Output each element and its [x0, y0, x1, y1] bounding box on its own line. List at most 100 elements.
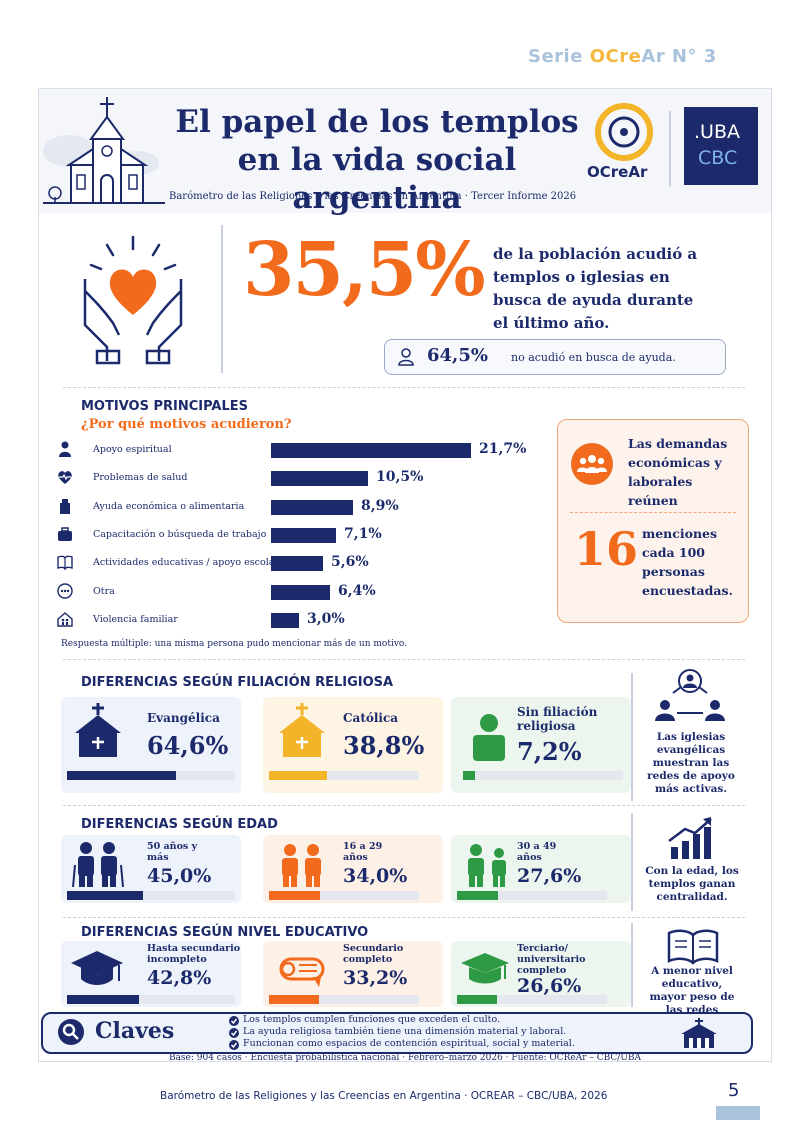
catolica-card: Católica 38,8% [263, 697, 443, 793]
series-rest: Ar N° 3 [641, 46, 717, 67]
edad-50-bar [67, 891, 143, 900]
edu-hasta-label: Hasta secundario incompleto [147, 943, 241, 965]
motivo-bar [271, 612, 299, 628]
edad-30-bar [457, 891, 499, 900]
person-icon [398, 348, 414, 366]
evangelica-label: Evangélica [147, 711, 220, 725]
motivo-bar [271, 527, 336, 543]
page-subtitle: Barómetro de las Religiones y las Creenc… [169, 191, 577, 202]
ocrear-logo-icon [595, 103, 653, 161]
motivo-bar [271, 471, 368, 487]
edad-16-bar [269, 891, 320, 900]
edu-terciario-card: Terciario/ universitario completo 26,6% [451, 941, 631, 1007]
book-icon [57, 555, 73, 571]
edad-16-value: 34,0% [343, 865, 408, 887]
logo-divider [669, 111, 671, 187]
edad-note: Con la edad, los templos ganan centralid… [645, 865, 739, 903]
edad-30-value: 27,6% [517, 865, 582, 887]
page-number-bar [716, 1106, 760, 1120]
edad-50-card: 50 años y más 45,0% [61, 835, 241, 903]
menciones-text: menciones cada 100 personas encuestadas. [642, 526, 733, 598]
catolica-label: Católica [343, 711, 399, 725]
edad-16-label: 16 a 29 años [343, 841, 383, 863]
young-people-icon [282, 844, 321, 887]
check-icon [229, 1028, 239, 1038]
edu-hasta-track [67, 995, 235, 1004]
adults-icon [468, 844, 506, 887]
motivo-bar [271, 556, 323, 572]
edu-secundario-bar [269, 995, 319, 1004]
base-note: Base: 904 casos · Encuesta probabilístic… [168, 1053, 642, 1063]
uba-logo-top: .UBA [694, 121, 740, 143]
clave-item-1: Los templos cumplen funciones que excede… [243, 1014, 501, 1025]
edu-hasta-bar [67, 995, 139, 1004]
graduation-cap-green-icon [461, 953, 509, 984]
headline-divider [221, 225, 223, 373]
edu-secundario-card: Secundario completo 33,2% [263, 941, 443, 1007]
motivos-footnote: Respuesta múltiple: una misma persona pu… [61, 639, 408, 649]
graduation-cap-icon [71, 951, 123, 985]
edu-terciario-bar [457, 995, 497, 1004]
motivo-bar [271, 443, 471, 458]
sin-filiacion-track [463, 771, 623, 780]
growth-chart-icon [668, 817, 712, 859]
motivo-bar [271, 584, 330, 600]
person-pray-icon [59, 441, 71, 457]
edad-50-track [67, 891, 235, 900]
briefcase-icon [58, 527, 72, 541]
demandas-number: 16 [574, 522, 639, 576]
series-prefix: Serie [528, 46, 590, 67]
evangelica-value: 64,6% [147, 731, 229, 760]
divider-1 [63, 387, 745, 388]
edu-terciario-label: Terciario/ universitario completo [517, 943, 586, 976]
motivo-label: Apoyo espiritual [93, 444, 172, 455]
hands-heart-icon [83, 235, 183, 365]
evangelica-card: Evangélica 64,6% [61, 697, 241, 793]
motivo-value: 7,1% [344, 525, 382, 542]
evangelica-bar [67, 771, 176, 780]
motivo-label: Capacitación o búsqueda de trabajo [93, 528, 267, 540]
dots-icon [57, 582, 73, 599]
motivo-label: Problemas de salud [93, 472, 188, 484]
sin-filiacion-card: Sin filiación religiosa 7,2% [451, 697, 631, 793]
headline-text: de la población acudió a templos o igles… [493, 245, 698, 332]
edad-16-track [269, 891, 419, 900]
catolica-value: 38,8% [343, 731, 425, 760]
page-number: 5 [728, 1080, 740, 1101]
motivo-value: 10,5% [376, 469, 424, 486]
church-icon [43, 97, 165, 204]
educativo-divider [631, 923, 633, 1007]
sin-filiacion-value: 7,2% [517, 737, 582, 766]
sin-filiacion-bar [463, 771, 475, 780]
catolica-bar [269, 771, 328, 780]
motivo-label: Otra [93, 585, 115, 597]
temple-icon [681, 1018, 717, 1048]
check-icon [229, 1016, 239, 1026]
motivo-value: 21,7% [479, 441, 527, 457]
network-people-icon [655, 669, 725, 721]
claves-title: Claves [95, 1018, 175, 1044]
motivo-value: 6,4% [338, 582, 376, 599]
edad-title: DIFERENCIAS SEGÚN EDAD [81, 817, 278, 832]
motivo-value: 8,9% [361, 497, 399, 514]
edu-secundario-track [269, 995, 419, 1004]
person-green-icon [473, 714, 505, 761]
series-tag: Serie OCreAr N° 3 [528, 46, 717, 67]
food-bag-icon [60, 498, 70, 514]
catolica-track [269, 771, 419, 780]
series-o: OCre [589, 46, 642, 67]
claves-box: Claves Los templos cumplen funciones que… [41, 1012, 753, 1054]
divider-3 [63, 805, 745, 806]
sin-filiacion-label: Sin filiación religiosa [517, 705, 598, 733]
motivo-bar [271, 499, 353, 515]
key-search-icon [58, 1019, 84, 1045]
check-icon [229, 1040, 239, 1050]
edu-terciario-value: 26,6% [517, 975, 582, 997]
edu-terciario-track [457, 995, 607, 1004]
clave-item-3: Funcionan como espacios de contención es… [243, 1038, 575, 1049]
motivo-label: Violencia familiar [93, 613, 178, 625]
clave-item-2: La ayuda religiosa también tiene una dim… [243, 1026, 567, 1037]
demandas-box: Las demandas económicas y laborales reún… [557, 419, 749, 623]
divider-2 [63, 659, 745, 660]
edad-50-value: 45,0% [147, 865, 212, 887]
